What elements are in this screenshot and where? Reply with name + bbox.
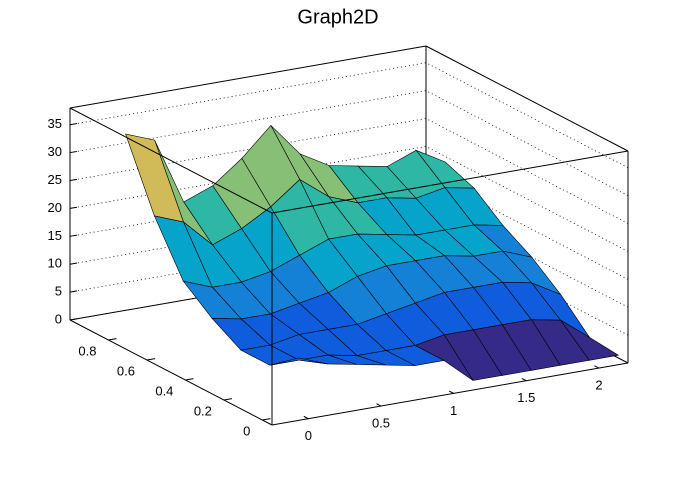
x-tick [448, 390, 454, 394]
x-tick-label: 2 [595, 377, 602, 392]
z-tick-label: 25 [48, 172, 62, 187]
z-tick [69, 206, 78, 209]
surface-cell [125, 133, 184, 223]
y-tick [262, 418, 271, 421]
box-edge [271, 362, 629, 426]
y-tick-label: 0.6 [117, 363, 135, 378]
x-tick [376, 403, 382, 407]
z-tick [69, 318, 78, 321]
x-tick [303, 415, 309, 420]
z-tick [69, 290, 78, 293]
box-edge [271, 150, 629, 214]
y-tick [146, 358, 156, 361]
z-tick [69, 178, 78, 182]
y-tick [185, 378, 194, 381]
z-tick [69, 262, 78, 265]
y-tick-label: 0 [243, 423, 250, 438]
z-tick-label: 5 [55, 284, 62, 299]
x-tick [521, 377, 527, 382]
y-tick-label: 0.8 [78, 343, 96, 358]
surface-cell [269, 357, 328, 366]
box-edge [69, 107, 273, 214]
box-edge [69, 45, 427, 109]
z-tick-label: 20 [48, 200, 62, 215]
chart-title: Graph2D [297, 6, 378, 28]
z-tick [69, 234, 78, 237]
y-tick [223, 398, 232, 401]
x-tick [594, 365, 600, 369]
y-tick-label: 0.4 [155, 383, 173, 398]
y-tick-label: 0.2 [194, 403, 212, 418]
x-tick-label: 1.5 [517, 390, 535, 405]
z-tick-label: 15 [48, 228, 62, 243]
z-tick-label: 30 [48, 144, 62, 159]
box-edge [425, 45, 629, 152]
grid-line [69, 90, 629, 196]
x-tick-label: 1 [450, 403, 457, 418]
x-tick-label: 0.5 [372, 415, 390, 430]
x-tick-label: 0 [305, 428, 312, 443]
grid-line [69, 257, 629, 364]
z-tick-label: 0 [55, 311, 62, 326]
z-tick [69, 150, 78, 154]
z-tick-label: 10 [48, 256, 62, 271]
grid-line [69, 62, 629, 169]
grid-line [69, 118, 629, 224]
grid-line [69, 146, 629, 252]
z-tick-label: 35 [48, 116, 62, 131]
y-tick [108, 338, 117, 341]
box-edge [69, 319, 273, 426]
z-tick [69, 123, 78, 126]
